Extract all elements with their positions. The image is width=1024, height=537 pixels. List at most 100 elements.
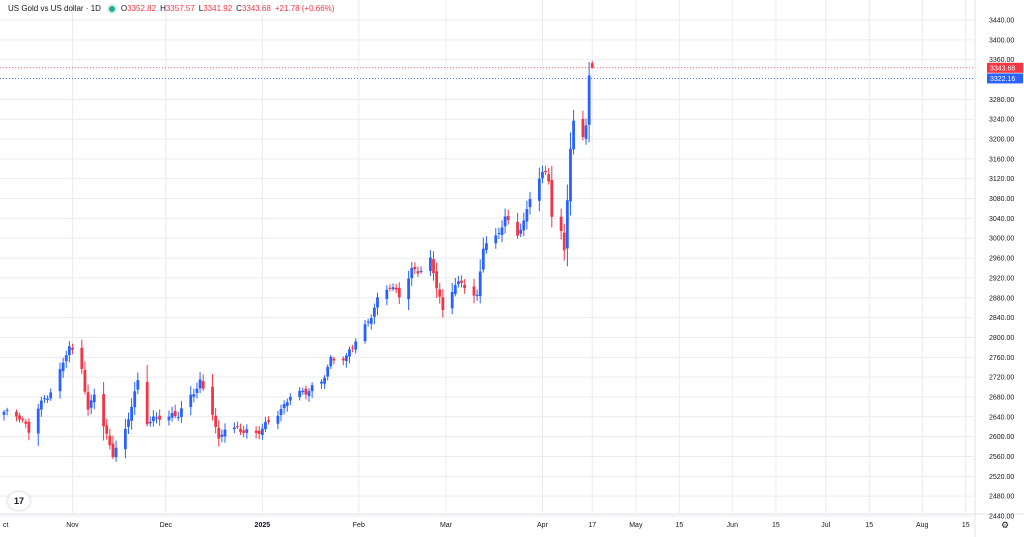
candle-body: [152, 416, 155, 422]
close-value: 3343.68: [241, 4, 271, 13]
price-tick-label: 2520.00: [989, 474, 1014, 481]
price-tick-label: 3000.00: [989, 236, 1014, 243]
candle-body: [481, 248, 485, 270]
candle-body: [581, 118, 585, 137]
price-tick-label: 3360.00: [989, 57, 1014, 64]
price-lines: [0, 67, 975, 79]
candle-body: [326, 366, 330, 377]
candle-body: [39, 400, 43, 410]
low-value: 3341.92: [203, 4, 233, 13]
candle-body: [105, 425, 109, 434]
candle-body: [264, 421, 267, 430]
price-tick-label: 2640.00: [989, 414, 1014, 421]
candle-body: [245, 429, 249, 433]
candle-body: [522, 220, 526, 231]
candle-body: [133, 391, 137, 408]
candle-body: [276, 415, 280, 424]
time-tick-label: Jul: [821, 522, 830, 529]
candle-body: [192, 394, 196, 397]
price-tick-label: 2960.00: [989, 256, 1014, 263]
time-tick-label: Feb: [353, 522, 365, 529]
price-tick-label: 3400.00: [989, 37, 1014, 44]
candle-body: [148, 421, 152, 424]
candle-body: [550, 180, 554, 217]
tradingview-logo-icon[interactable]: 17: [8, 492, 30, 510]
candle-body: [376, 297, 379, 308]
time-tick-label: Aug: [916, 522, 929, 529]
candle-body: [478, 271, 482, 296]
candle-body: [21, 419, 25, 421]
candle-body: [363, 324, 367, 342]
candle-body: [413, 266, 417, 270]
time-tick-label: Mar: [440, 522, 453, 529]
time-axis[interactable]: ct Nov Dec 2025 Feb Mar Apr 17 May 15 Jun 15 Jul 15 Au…: [3, 522, 970, 529]
chart-legend: US Gold vs US dollar · 1D O 3352.82 H 33…: [8, 4, 338, 13]
candle-body: [158, 415, 162, 420]
candle-body: [67, 346, 71, 356]
candle-body: [472, 286, 476, 296]
candle-body: [304, 388, 308, 395]
high-label: H: [160, 4, 166, 13]
candle-body: [525, 209, 529, 222]
close-label: C: [236, 4, 242, 13]
candle-body: [279, 409, 283, 416]
price-axis[interactable]: 3440.00 3400.00 3360.00 3280.00 3240.00 3200.…: [989, 18, 1014, 521]
symbol-title[interactable]: US Gold vs US dollar · 1D: [8, 4, 101, 13]
settings-icon[interactable]: ⚙: [1001, 520, 1010, 530]
candle-body: [254, 430, 258, 433]
candle-body: [590, 63, 594, 68]
candle-body: [310, 385, 314, 392]
candle-body: [541, 172, 544, 179]
candle-body: [288, 396, 292, 401]
price-tick-label: 2600.00: [989, 434, 1014, 441]
candle-body: [236, 426, 239, 428]
price-tick-label: 3080.00: [989, 196, 1014, 203]
candle-body: [307, 391, 311, 396]
time-tick-label: Apr: [537, 522, 549, 529]
candle-body: [214, 415, 218, 427]
candle-body: [569, 148, 572, 202]
candle-body: [102, 394, 105, 427]
candle-body: [457, 281, 460, 285]
candle-body: [485, 243, 488, 251]
candle-body: [419, 270, 423, 272]
candle-body: [282, 404, 286, 409]
price-tick-label: 2680.00: [989, 394, 1014, 401]
price-tick-label: 3040.00: [989, 216, 1014, 223]
candle-body: [58, 369, 62, 392]
candle-body: [27, 421, 31, 433]
candle-body: [397, 287, 401, 298]
price-badges: 3343.68 3322.16: [987, 62, 1023, 84]
price-tick-label: 2840.00: [989, 315, 1014, 322]
price-tick-label: 2760.00: [989, 355, 1014, 362]
candle-body: [388, 287, 392, 289]
candle-body: [189, 394, 193, 407]
price-tick-label: 3440.00: [989, 18, 1014, 25]
candle-body: [285, 402, 289, 407]
candle-body: [86, 392, 90, 410]
candle-body: [89, 400, 93, 408]
open-label: O: [120, 4, 128, 13]
candle-body: [18, 415, 21, 420]
time-tick-label: ct: [3, 522, 9, 529]
last-price-badge-text: 3343.68: [990, 65, 1015, 72]
candle-body: [5, 409, 9, 411]
candle-body: [348, 349, 351, 357]
candle-body: [450, 292, 454, 309]
prev-close-badge: [987, 73, 1023, 84]
candle-body: [497, 232, 501, 234]
candle-body: [438, 289, 442, 297]
candle-body: [145, 382, 149, 425]
candle-body: [519, 229, 523, 234]
candle-body: [394, 287, 398, 290]
candle-body: [239, 428, 242, 432]
time-tick-label: 15: [676, 522, 684, 529]
candle-body: [36, 408, 40, 434]
candles[interactable]: [2, 60, 594, 462]
price-tick-label: 2720.00: [989, 375, 1014, 382]
price-tick-label: 3120.00: [989, 176, 1014, 183]
candle-body: [344, 355, 348, 361]
market-status-icon: [108, 5, 115, 12]
candle-body: [2, 411, 6, 415]
